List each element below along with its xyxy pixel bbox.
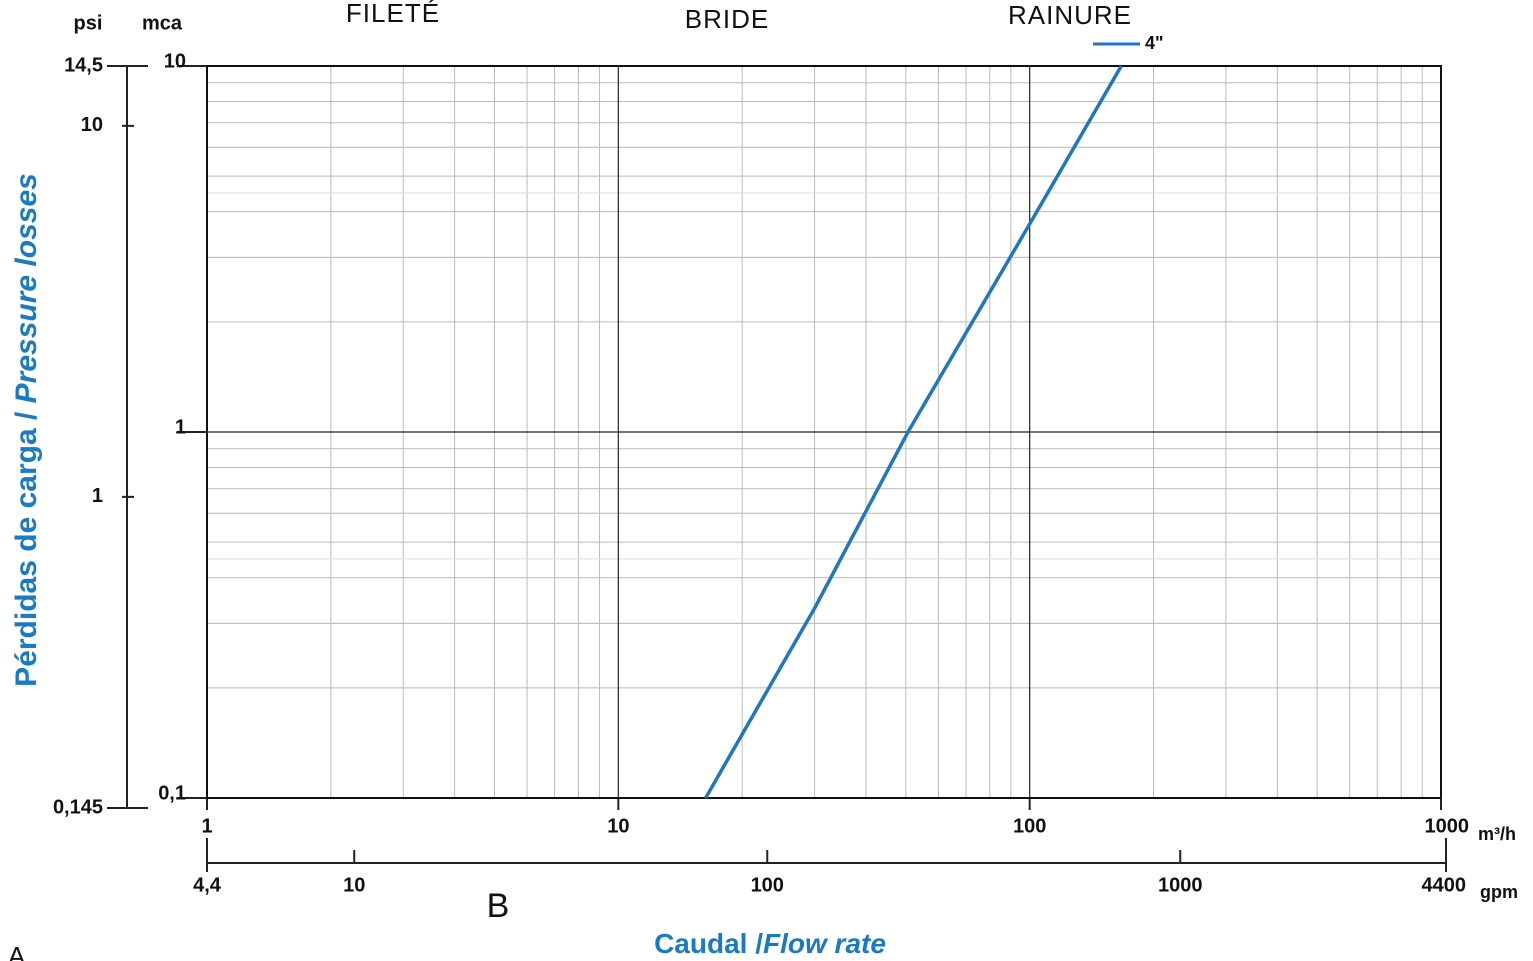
x-axis-title: Caudal /Flow rate — [654, 928, 886, 959]
y-tick-label: 0,1 — [158, 782, 186, 804]
annotation: A — [8, 941, 26, 961]
legend-label: 4" — [1145, 33, 1164, 53]
header-label: FILETÉ — [346, 0, 440, 28]
x2-tick-label: 1000 — [1158, 874, 1203, 896]
y-tick-label: 10 — [164, 50, 186, 72]
annotation: B — [487, 887, 510, 925]
header-label: RAINURE — [1008, 0, 1132, 30]
x2-tick-label: 100 — [751, 874, 784, 896]
x-tick-label: 100 — [1013, 815, 1046, 837]
y-unit: mca — [142, 12, 183, 34]
plot-frame — [206, 65, 1442, 799]
x2-unit: gpm — [1480, 882, 1518, 902]
x2-tick-label: 4400 — [1422, 874, 1467, 896]
y-tick-label: 1 — [175, 416, 186, 438]
x-tick-label: 10 — [607, 815, 629, 837]
y-axis-title-part: Pérdidas de carga / — [10, 403, 43, 686]
y-axis-title-part: Pressure losses — [10, 173, 43, 403]
x-axis-title-part: Flow rate — [763, 928, 886, 959]
x-unit: m³/h — [1478, 824, 1516, 844]
header-label: BRIDE — [685, 4, 769, 34]
x2-tick-label: 10 — [343, 874, 365, 896]
y2-unit: psi — [74, 12, 103, 34]
series-line — [704, 65, 1123, 799]
x-axis-title-part: Caudal / — [654, 928, 763, 959]
y2-tick-label: 10 — [81, 114, 103, 136]
x2-tick-label: 4,4 — [193, 874, 222, 896]
y2-tick-label: 0,145 — [53, 796, 103, 818]
y-axis-title: Pérdidas de carga / Pressure losses — [10, 173, 43, 687]
x-tick-label: 1 — [201, 815, 212, 837]
x-tick-label: 1000 — [1425, 815, 1470, 837]
y2-tick-label: 1 — [92, 485, 103, 507]
y2-tick-label: 14,5 — [64, 54, 103, 76]
